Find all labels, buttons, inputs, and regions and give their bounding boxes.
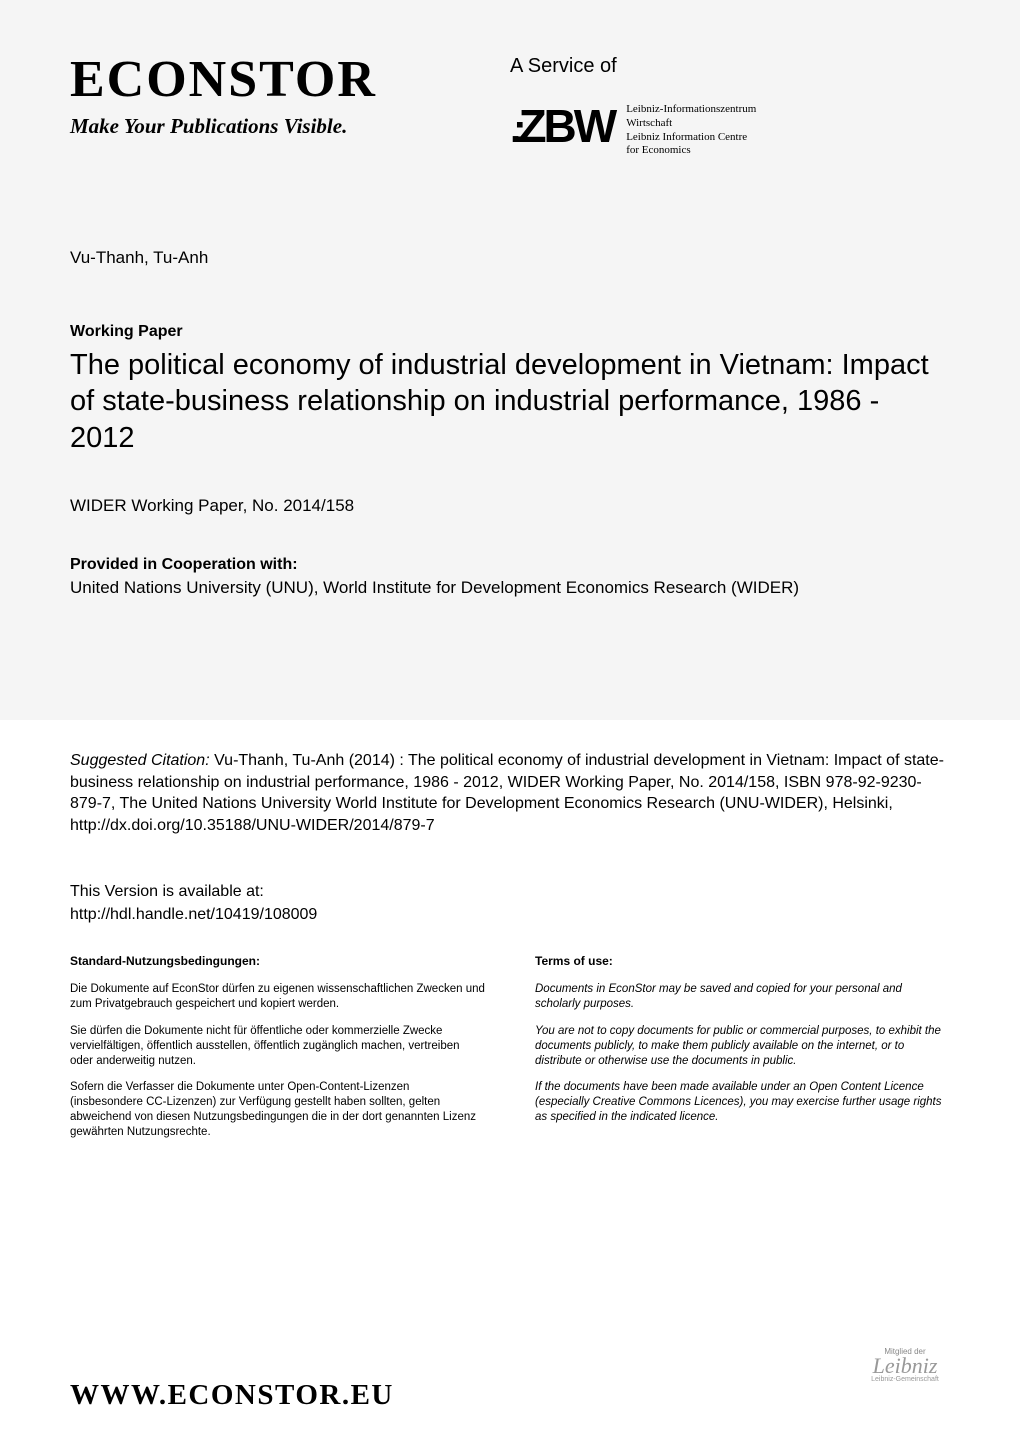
citation-block: Suggested Citation: Vu-Thanh, Tu-Anh (20… xyxy=(70,750,950,836)
terms-de-p3: Sofern die Verfasser die Dokumente unter… xyxy=(70,1080,485,1140)
version-url: http://hdl.handle.net/10419/108009 xyxy=(70,904,950,926)
zbw-abbr: ZBW xyxy=(518,100,614,152)
paper-title: The political economy of industrial deve… xyxy=(70,347,950,456)
leibniz-script: Leibniz xyxy=(860,1356,950,1376)
footer-url: WWW.ECONSTOR.EU xyxy=(70,1379,394,1412)
terms-en-p1: Documents in EconStor may be saved and c… xyxy=(535,982,950,1012)
terms-heading-de: Standard-Nutzungsbedingungen: xyxy=(70,954,485,970)
cooperation-text: United Nations University (UNU), World I… xyxy=(70,577,950,600)
footer-section: WWW.ECONSTOR.EU Mitglied der Leibniz Lei… xyxy=(70,1347,950,1412)
cooperation-label: Provided in Cooperation with: xyxy=(70,556,950,574)
zbw-logo: .:ZBW xyxy=(510,103,614,149)
terms-de-p2: Sie dürfen die Dokumente nicht für öffen… xyxy=(70,1024,485,1069)
leibniz-gemeinschaft: Leibniz-Gemeinschaft xyxy=(860,1376,950,1383)
terms-de-p1: Die Dokumente auf EconStor dürfen zu eig… xyxy=(70,982,485,1012)
version-label: This Version is available at: xyxy=(70,881,950,903)
zbw-line2: Wirtschaft xyxy=(626,117,756,131)
leibniz-logo: Mitglied der Leibniz Leibniz-Gemeinschaf… xyxy=(860,1347,950,1412)
series-info: WIDER Working Paper, No. 2014/158 xyxy=(70,496,950,516)
terms-column-de: Standard-Nutzungsbedingungen: Die Dokume… xyxy=(70,954,485,1152)
zbw-line3: Leibniz Information Centre xyxy=(626,131,756,145)
terms-column-en: Terms of use: Documents in EconStor may … xyxy=(535,954,950,1152)
zbw-row: .:ZBW Leibniz-Informationszentrum Wirtsc… xyxy=(510,103,950,158)
zbw-line4: for Economics xyxy=(626,144,756,158)
terms-en-p3: If the documents have been made availabl… xyxy=(535,1080,950,1125)
zbw-description: Leibniz-Informationszentrum Wirtschaft L… xyxy=(626,103,756,158)
citation-label: Suggested Citation: xyxy=(70,752,210,769)
service-of-label: A Service of xyxy=(510,55,950,78)
body-section: Suggested Citation: Vu-Thanh, Tu-Anh (20… xyxy=(0,720,1020,1182)
document-type-label: Working Paper xyxy=(70,323,950,341)
terms-en-p2: You are not to copy documents for public… xyxy=(535,1024,950,1069)
author-name: Vu-Thanh, Tu-Anh xyxy=(70,248,950,268)
logo-left-block: ECONSTOR Make Your Publications Visible. xyxy=(70,50,450,158)
econstor-logo: ECONSTOR xyxy=(70,50,450,109)
terms-section: Standard-Nutzungsbedingungen: Die Dokume… xyxy=(70,954,950,1152)
tagline: Make Your Publications Visible. xyxy=(70,114,450,139)
zbw-line1: Leibniz-Informationszentrum xyxy=(626,103,756,117)
header-section: ECONSTOR Make Your Publications Visible.… xyxy=(0,0,1020,720)
terms-heading-en: Terms of use: xyxy=(535,954,950,970)
version-block: This Version is available at: http://hdl… xyxy=(70,881,950,926)
header-top: ECONSTOR Make Your Publications Visible.… xyxy=(70,50,950,158)
logo-right-block: A Service of .:ZBW Leibniz-Informationsz… xyxy=(510,50,950,158)
